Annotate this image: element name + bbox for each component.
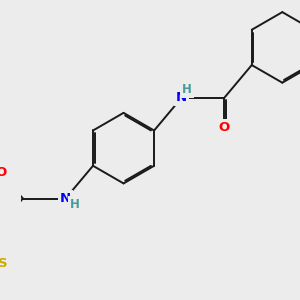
Text: S: S xyxy=(0,256,8,269)
Text: N: N xyxy=(60,192,71,205)
Text: O: O xyxy=(219,121,230,134)
Text: N: N xyxy=(176,91,187,104)
Text: H: H xyxy=(182,83,192,96)
Text: H: H xyxy=(70,198,80,211)
Text: O: O xyxy=(0,167,7,179)
